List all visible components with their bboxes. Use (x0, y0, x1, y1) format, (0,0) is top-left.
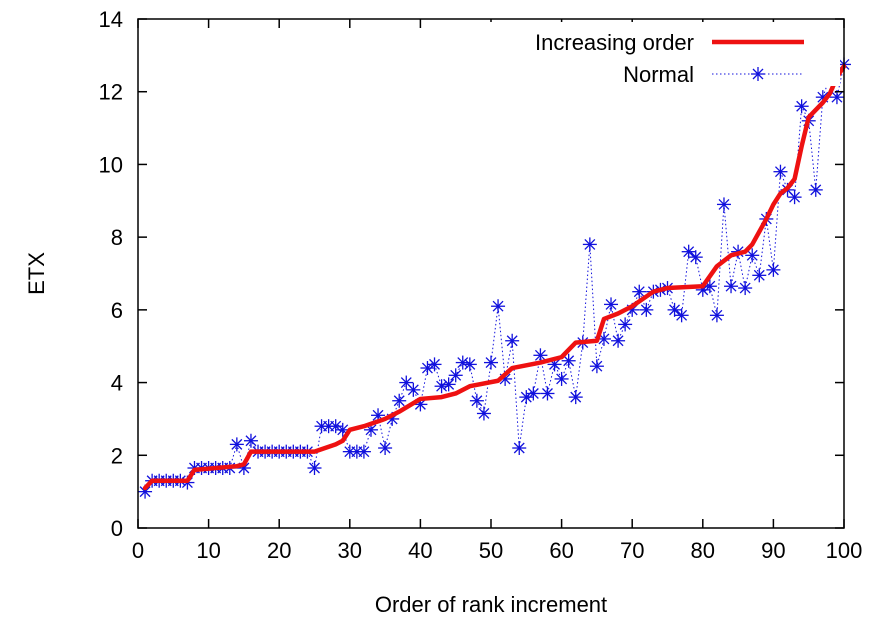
data-point-normal (229, 437, 244, 452)
axis-ticks: 0 10 20 30 40 50 60 70 80 90 100 0 2 4 6 8 10 12 14 (99, 7, 863, 563)
data-point-normal (533, 348, 548, 363)
series-markers-normal (138, 57, 851, 499)
legend: Increasing order Normal (470, 22, 840, 87)
data-point-normal (604, 297, 619, 312)
x-tick-label: 60 (549, 538, 573, 563)
series-line-normal (144, 64, 845, 492)
series-layer (138, 57, 851, 499)
data-point-normal (427, 357, 442, 372)
data-point-normal (709, 308, 724, 323)
legend-label-normal: Normal (623, 62, 694, 87)
data-point-normal (745, 248, 760, 263)
data-point-normal (307, 461, 322, 476)
data-point-normal (526, 386, 541, 401)
data-point-normal (378, 441, 393, 456)
legend-star-marker-icon (751, 67, 765, 81)
data-point-normal (505, 333, 520, 348)
y-tick-label: 10 (99, 152, 123, 177)
data-point-normal (787, 190, 802, 205)
data-point-normal (724, 279, 739, 294)
data-point-normal (243, 433, 258, 448)
data-point-normal (469, 393, 484, 408)
data-point-normal (512, 441, 527, 456)
x-tick-label: 20 (267, 538, 291, 563)
y-tick-label: 6 (111, 298, 123, 323)
data-point-normal (674, 308, 689, 323)
data-point-normal (582, 237, 597, 252)
data-point-normal (808, 182, 823, 197)
data-point-normal (688, 250, 703, 265)
legend-label-increasing-order: Increasing order (535, 30, 694, 55)
data-point-normal (561, 353, 576, 368)
data-point-normal (639, 302, 654, 317)
data-point-normal (752, 268, 767, 283)
data-point-normal (448, 368, 463, 383)
data-point-normal (716, 197, 731, 212)
series-line-increasing-order (142, 64, 847, 491)
x-tick-label: 80 (691, 538, 715, 563)
x-tick-label: 10 (196, 538, 220, 563)
x-tick-label: 100 (826, 538, 863, 563)
y-tick-label: 4 (111, 371, 123, 396)
x-tick-label: 70 (620, 538, 644, 563)
x-tick-label: 0 (132, 538, 144, 563)
data-point-normal (484, 355, 498, 370)
legend-star-icon (751, 67, 765, 81)
data-point-normal (476, 406, 491, 421)
data-point-normal (766, 262, 781, 277)
data-point-normal (554, 371, 569, 386)
x-tick-label: 90 (761, 538, 785, 563)
data-point-normal (392, 393, 407, 408)
data-point-normal (681, 244, 696, 259)
y-axis-label: ETX (24, 252, 49, 295)
y-tick-label: 0 (111, 516, 123, 541)
data-point-normal (618, 317, 633, 332)
data-point-normal (568, 390, 583, 405)
data-point-normal (738, 281, 753, 296)
x-tick-label: 30 (338, 538, 362, 563)
data-point-normal (773, 164, 788, 179)
data-point-normal (406, 382, 421, 397)
y-tick-label: 12 (99, 80, 123, 105)
data-point-normal (611, 333, 626, 348)
data-point-normal (491, 299, 506, 314)
y-tick-label: 2 (111, 443, 123, 468)
y-tick-label: 8 (111, 225, 123, 250)
legend-background (470, 22, 840, 86)
x-tick-label: 50 (479, 538, 503, 563)
data-point-normal (589, 359, 604, 374)
x-axis-label: Order of rank increment (375, 592, 607, 617)
data-point-normal (356, 444, 371, 459)
data-point-normal (462, 357, 477, 372)
y-tick-label: 14 (99, 7, 123, 32)
data-point-normal (667, 302, 682, 317)
data-point-normal (540, 386, 555, 401)
plot-frame (137, 18, 845, 529)
data-point-normal (829, 90, 844, 105)
data-point-normal (441, 377, 456, 392)
x-tick-label: 40 (408, 538, 432, 563)
data-point-normal (794, 99, 809, 114)
data-point-normal (632, 284, 647, 299)
